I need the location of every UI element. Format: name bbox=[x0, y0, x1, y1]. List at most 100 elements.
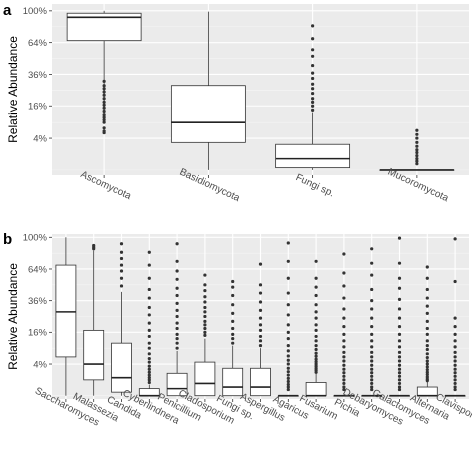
outlier-point bbox=[425, 326, 429, 331]
outlier-point bbox=[342, 332, 346, 336]
outlier-point bbox=[453, 378, 457, 382]
outlier-point bbox=[102, 100, 106, 104]
outlier-point bbox=[102, 120, 106, 124]
outlier-point bbox=[286, 385, 290, 389]
outlier-point bbox=[425, 296, 429, 300]
box-Penicillium bbox=[166, 242, 188, 397]
outlier-point bbox=[147, 376, 151, 380]
outlier-point bbox=[102, 113, 106, 117]
outlier-point bbox=[147, 370, 151, 374]
box-iqr bbox=[222, 367, 244, 397]
outlier-point bbox=[147, 360, 151, 364]
outlier-point bbox=[258, 300, 263, 304]
outlier-point bbox=[102, 129, 106, 133]
outlier-point bbox=[370, 332, 374, 336]
outlier-point bbox=[175, 346, 179, 350]
outlier-point bbox=[147, 352, 151, 356]
outlier-point bbox=[258, 283, 263, 287]
outlier-point bbox=[286, 259, 290, 263]
box-iqr bbox=[83, 329, 105, 381]
outlier-point bbox=[397, 316, 402, 320]
outlier-point bbox=[397, 381, 402, 386]
outlier-point bbox=[102, 97, 106, 101]
outlier-point bbox=[342, 381, 346, 386]
outlier-point bbox=[286, 366, 290, 370]
outlier-point bbox=[175, 259, 179, 263]
outlier-point bbox=[370, 247, 374, 251]
box-Fungi sp. bbox=[222, 279, 244, 397]
box-Pichia bbox=[333, 252, 355, 397]
y-tick-label: 100% bbox=[23, 6, 48, 17]
outlier-point bbox=[203, 305, 207, 310]
box-Fungi sp. bbox=[275, 24, 351, 170]
y-tick-label: 4% bbox=[33, 359, 47, 370]
outlier-point bbox=[314, 334, 318, 339]
outlier-point bbox=[286, 241, 290, 245]
outlier-point bbox=[203, 310, 207, 314]
outlier-point bbox=[314, 354, 318, 358]
outlier-point bbox=[286, 354, 290, 358]
box-Agaricus bbox=[277, 241, 299, 397]
outlier-point bbox=[342, 339, 346, 343]
outlier-point bbox=[314, 339, 318, 343]
outlier-point bbox=[147, 373, 151, 377]
outlier-point bbox=[425, 276, 429, 280]
box-Mucoromycota bbox=[379, 128, 455, 171]
outlier-point bbox=[342, 367, 346, 371]
outlier-point bbox=[175, 332, 179, 336]
outlier-point bbox=[370, 381, 374, 386]
outlier-point bbox=[311, 97, 315, 101]
x-category-label: Fungi sp. bbox=[294, 172, 336, 199]
box-iqr bbox=[138, 388, 160, 397]
outlier-point bbox=[175, 286, 179, 290]
outlier-point bbox=[203, 289, 207, 293]
outlier-point bbox=[314, 285, 318, 289]
outlier-point bbox=[314, 323, 318, 327]
outlier-point bbox=[370, 355, 374, 359]
outlier-point bbox=[311, 108, 315, 112]
box-Debaryomyces bbox=[361, 247, 383, 397]
outlier-point bbox=[92, 243, 96, 248]
outlier-point bbox=[415, 140, 419, 144]
outlier-point bbox=[311, 71, 315, 75]
outlier-point bbox=[286, 382, 290, 387]
outlier-point bbox=[425, 375, 429, 379]
outlier-point bbox=[203, 295, 207, 299]
outlier-point bbox=[102, 109, 106, 114]
outlier-point bbox=[119, 263, 124, 267]
outlier-point bbox=[397, 385, 402, 389]
outlier-point bbox=[175, 269, 179, 273]
outlier-point bbox=[425, 355, 429, 360]
outlier-point bbox=[147, 341, 151, 345]
outlier-point bbox=[286, 362, 290, 366]
outlier-point bbox=[425, 362, 429, 366]
outlier-point bbox=[415, 136, 419, 140]
outlier-point bbox=[147, 378, 151, 382]
outlier-point bbox=[342, 271, 346, 275]
outlier-point bbox=[102, 117, 106, 122]
outlier-point bbox=[102, 115, 106, 119]
outlier-point bbox=[342, 252, 346, 256]
outlier-point bbox=[175, 293, 179, 298]
outlier-point bbox=[231, 279, 235, 284]
outlier-point bbox=[286, 291, 290, 295]
y-axis-label: Relative Abundance bbox=[6, 36, 20, 143]
outlier-point bbox=[311, 100, 315, 104]
outlier-point bbox=[453, 316, 457, 320]
outlier-point bbox=[342, 363, 346, 367]
box-Ascomycota bbox=[66, 10, 142, 135]
outlier-point bbox=[370, 325, 374, 329]
outlier-point bbox=[231, 285, 235, 289]
outlier-point bbox=[370, 299, 374, 303]
outlier-point bbox=[175, 242, 179, 246]
outlier-point bbox=[370, 273, 374, 277]
outlier-point bbox=[397, 363, 402, 367]
outlier-point bbox=[397, 297, 402, 301]
outlier-point bbox=[147, 380, 151, 385]
box-iqr bbox=[305, 382, 327, 397]
outlier-point bbox=[453, 332, 457, 336]
outlier-point bbox=[314, 276, 318, 280]
outlier-point bbox=[314, 293, 318, 298]
outlier-point bbox=[258, 339, 263, 343]
